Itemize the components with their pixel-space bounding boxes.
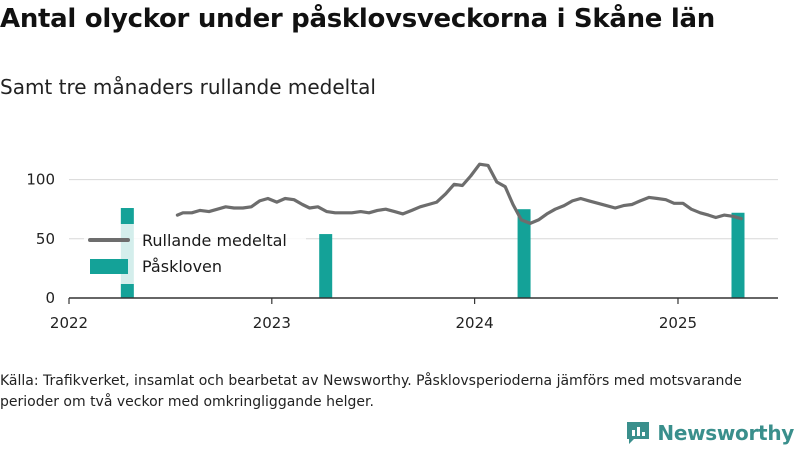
x-tick-label: 2024 (456, 314, 494, 332)
bar-paskloven (731, 212, 745, 298)
legend-label-line: Rullande medeltal (142, 231, 287, 250)
legend-label-bar: Påskloven (142, 257, 222, 276)
x-tick-label: 2022 (50, 314, 88, 332)
y-tick-label: 50 (36, 230, 55, 248)
y-tick-label: 100 (26, 171, 55, 189)
chart-title: Antal olyckor under påsklovsveckorna i S… (0, 4, 715, 34)
legend-bar-swatch (90, 259, 128, 274)
axes: 0 50 100 2022 2023 2024 2025 (26, 171, 778, 332)
chart-subtitle: Samt tre månaders rullande medeltal (0, 75, 376, 99)
accident-chart: 0 50 100 2022 2023 2024 2025 Rullande medeltal… (26, 162, 778, 332)
y-tick-label: 0 (45, 289, 55, 307)
line-rullande-medeltal (175, 162, 743, 225)
legend: Rullande medeltal Påskloven (84, 224, 306, 284)
source-note: Källa: Trafikverket, insamlat och bearbe… (0, 373, 742, 410)
line-series (175, 162, 743, 225)
newsworthy-logo-icon (627, 422, 650, 444)
brand-name: Newsworthy (657, 421, 794, 445)
bar-paskloven (319, 234, 333, 298)
bar-paskloven (517, 209, 531, 298)
brand-logo: Newsworthy (625, 420, 794, 446)
x-tick-label: 2025 (659, 314, 697, 332)
x-tick-label: 2023 (253, 314, 291, 332)
